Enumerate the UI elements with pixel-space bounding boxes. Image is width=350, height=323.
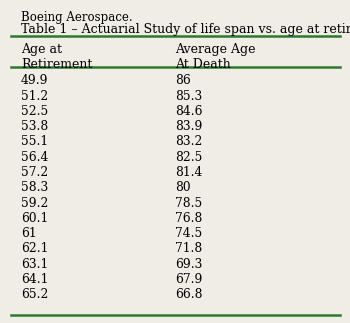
Text: 53.8: 53.8	[21, 120, 48, 133]
Text: 64.1: 64.1	[21, 273, 48, 286]
Text: Table 1 – Actuarial Study of life span vs. age at retirement.: Table 1 – Actuarial Study of life span v…	[21, 23, 350, 36]
Text: 67.9: 67.9	[175, 273, 202, 286]
Text: 82.5: 82.5	[175, 151, 202, 164]
Text: 86: 86	[175, 74, 191, 87]
Text: 63.1: 63.1	[21, 258, 48, 271]
Text: 56.4: 56.4	[21, 151, 48, 164]
Text: 60.1: 60.1	[21, 212, 48, 225]
Text: 83.9: 83.9	[175, 120, 202, 133]
Text: Boeing Aerospace.: Boeing Aerospace.	[21, 11, 133, 24]
Text: 69.3: 69.3	[175, 258, 202, 271]
Text: Average Age: Average Age	[175, 43, 256, 56]
Text: 57.2: 57.2	[21, 166, 48, 179]
Text: 76.8: 76.8	[175, 212, 202, 225]
Text: 74.5: 74.5	[175, 227, 202, 240]
Text: 78.5: 78.5	[175, 196, 202, 210]
Text: 51.2: 51.2	[21, 89, 48, 103]
Text: 81.4: 81.4	[175, 166, 202, 179]
Text: 58.3: 58.3	[21, 181, 48, 194]
Text: 71.8: 71.8	[175, 242, 202, 255]
Text: 80: 80	[175, 181, 191, 194]
Text: Retirement: Retirement	[21, 58, 92, 71]
Text: 62.1: 62.1	[21, 242, 48, 255]
Text: 52.5: 52.5	[21, 105, 48, 118]
Text: 61: 61	[21, 227, 37, 240]
Text: 66.8: 66.8	[175, 288, 203, 301]
Text: 55.1: 55.1	[21, 135, 48, 148]
Text: Age at: Age at	[21, 43, 62, 56]
Text: 83.2: 83.2	[175, 135, 202, 148]
Text: 49.9: 49.9	[21, 74, 49, 87]
Text: 85.3: 85.3	[175, 89, 202, 103]
Text: 84.6: 84.6	[175, 105, 203, 118]
Text: 59.2: 59.2	[21, 196, 48, 210]
Text: 65.2: 65.2	[21, 288, 48, 301]
Text: At Death: At Death	[175, 58, 231, 71]
